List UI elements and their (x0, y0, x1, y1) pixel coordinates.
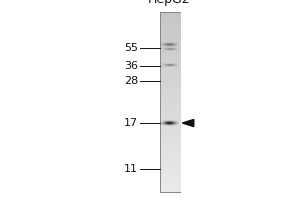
Text: 11: 11 (124, 164, 138, 174)
Text: 17: 17 (124, 118, 138, 128)
Text: 36: 36 (124, 61, 138, 71)
Text: 55: 55 (124, 43, 138, 53)
Text: 28: 28 (124, 76, 138, 86)
Text: HepG2: HepG2 (148, 0, 191, 6)
Bar (160, 12, 181, 193)
Polygon shape (182, 119, 194, 127)
